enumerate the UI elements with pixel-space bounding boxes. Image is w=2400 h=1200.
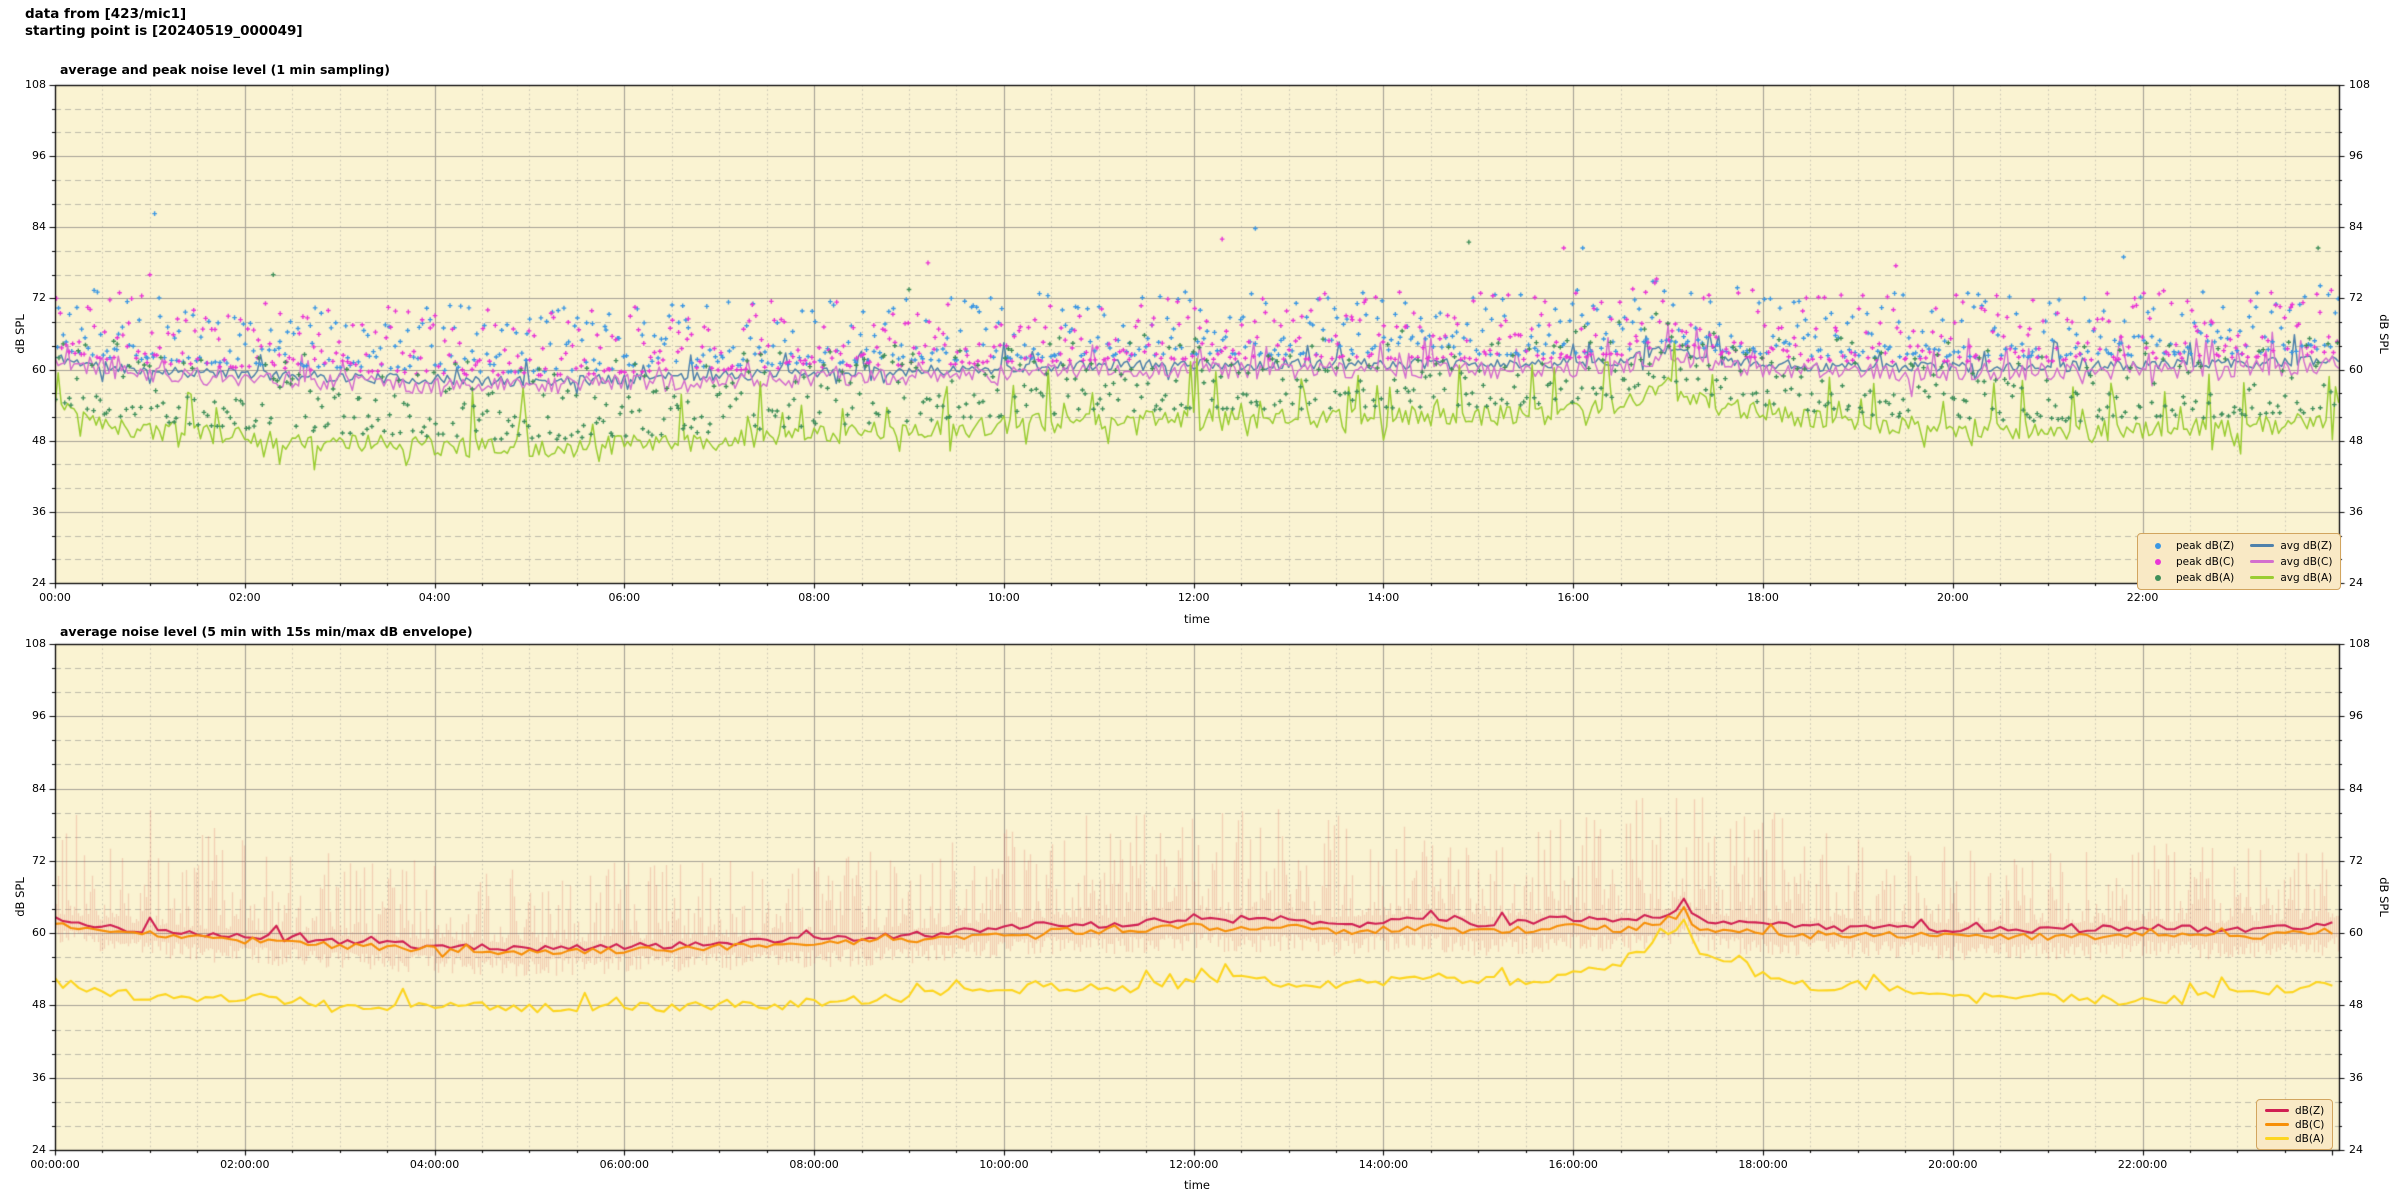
legend-line-swatch	[2265, 1136, 2289, 1141]
header-line1: data from [423/mic1]	[25, 6, 187, 22]
top-ytick-left: 36	[32, 504, 46, 518]
legend-entry: peak dB(Z)	[2146, 538, 2234, 553]
legend-entry-label: peak dB(Z)	[2176, 539, 2235, 552]
bottom-ytick-left: 48	[32, 998, 46, 1012]
top-xtick: 16:00	[1557, 591, 1590, 604]
legend-line-swatch	[2265, 1122, 2289, 1127]
bottom-xtick: 08:00:00	[789, 1158, 839, 1171]
bottom-yaxis-label-left: dB SPL	[13, 877, 27, 917]
top-ytick-right: 36	[2349, 504, 2363, 518]
top-xtick: 22:00	[2126, 591, 2159, 604]
legend-entry-label: dB(A)	[2295, 1132, 2325, 1145]
top-ytick-left: 108	[25, 78, 46, 91]
legend-marker-swatch	[2155, 558, 2161, 565]
top-yaxis-label-left: dB SPL	[13, 314, 27, 354]
top-ytick-right: 84	[2349, 220, 2363, 234]
top-ytick-left: 96	[32, 149, 46, 163]
bottom-ytick-left: 36	[32, 1070, 46, 1084]
bottom-ytick-left: 96	[32, 709, 46, 723]
top-ytick-left: 84	[32, 220, 46, 234]
top-ytick-left: 24	[32, 576, 46, 589]
legend-entry-label: peak dB(A)	[2176, 571, 2235, 584]
top-ytick-left: 60	[32, 362, 46, 376]
legend-entry-label: avg dB(Z)	[2280, 539, 2333, 552]
top-ytick-right: 48	[2349, 433, 2363, 447]
bottom-xtick: 12:00:00	[1168, 1158, 1219, 1171]
bottom-ytick-right: 36	[2349, 1070, 2363, 1084]
legend-entry: dB(C)	[2265, 1117, 2324, 1132]
legend-entry: avg dB(C)	[2250, 554, 2332, 569]
bottom-xtick: 06:00:00	[599, 1158, 650, 1171]
bottom-ytick-left: 72	[32, 853, 46, 867]
header-line2: starting point is [20240519_000049]	[25, 23, 303, 39]
bottom-xtick: 18:00:00	[1738, 1158, 1788, 1171]
bottom-ytick-right: 84	[2349, 781, 2363, 795]
top-xtick: 08:00	[798, 591, 830, 604]
top-xtick: 10:00	[988, 591, 1020, 604]
top-xtick: 18:00	[1747, 591, 1779, 604]
bottom-ytick-left: 84	[32, 781, 46, 795]
bottom-ytick-right: 60	[2349, 926, 2363, 940]
bottom-xtick: 22:00:00	[2117, 1158, 2168, 1171]
top-xtick: 00:00	[39, 591, 71, 604]
legend-line-swatch	[2265, 1108, 2289, 1113]
bottom-chart-title: average noise level (5 min with 15s min/…	[60, 624, 473, 639]
top-ytick-right: 72	[2349, 291, 2363, 305]
top-ytick-right: 24	[2349, 576, 2363, 589]
bottom-ytick-left: 108	[25, 637, 46, 650]
bottom-ytick-right: 96	[2349, 709, 2363, 723]
top-xtick: 06:00	[608, 591, 641, 604]
legend-entry: avg dB(A)	[2250, 570, 2332, 585]
bottom-xaxis-label: time	[1184, 1178, 1210, 1192]
bottom-ytick-right: 72	[2349, 853, 2363, 867]
top-xtick: 20:00	[1936, 591, 1969, 604]
bottom-ytick-left: 60	[32, 926, 46, 940]
legend-entry: dB(Z)	[2265, 1103, 2324, 1118]
bottom-ytick-right: 108	[2349, 637, 2370, 650]
top-legend: peak dB(Z) peak dB(C) peak dB(A) avg dB(Z) a…	[2137, 533, 2342, 590]
bottom-ytick-right: 48	[2349, 998, 2363, 1012]
top-chart-title: average and peak noise level (1 min samp…	[60, 62, 390, 77]
top-xtick: 02:00	[228, 591, 261, 604]
legend-entry: avg dB(Z)	[2250, 538, 2332, 553]
top-xtick: 14:00	[1367, 591, 1400, 604]
top-ytick-right: 108	[2349, 78, 2370, 91]
top-yaxis-label-right: dB SPL	[2377, 314, 2391, 354]
legend-entry-label: avg dB(A)	[2280, 571, 2333, 584]
bottom-xtick: 00:00:00	[30, 1158, 80, 1171]
legend-entry-label: peak dB(C)	[2176, 555, 2235, 568]
bottom-ytick-right: 24	[2349, 1143, 2363, 1156]
legend-entry-label: avg dB(C)	[2280, 555, 2333, 568]
bottom-xtick: 02:00:00	[220, 1158, 270, 1171]
legend-entry: dB(A)	[2265, 1131, 2324, 1146]
legend-line-swatch	[2250, 543, 2275, 548]
legend-entry: peak dB(C)	[2146, 554, 2234, 569]
top-xtick: 12:00	[1177, 591, 1210, 604]
legend-line-swatch	[2250, 575, 2275, 580]
top-ytick-left: 72	[32, 291, 46, 305]
top-ytick-right: 96	[2349, 149, 2363, 163]
top-ytick-right: 60	[2349, 362, 2363, 376]
legend-entry-label: dB(Z)	[2295, 1104, 2325, 1117]
bottom-xtick: 14:00:00	[1358, 1158, 1409, 1171]
top-xaxis-label: time	[1184, 612, 1210, 626]
bottom-xtick: 16:00:00	[1548, 1158, 1598, 1171]
legend-entry-label: dB(C)	[2295, 1118, 2325, 1131]
legend-line-swatch	[2250, 559, 2275, 564]
legend-entry: peak dB(A)	[2146, 570, 2234, 585]
bottom-xtick: 04:00:00	[409, 1158, 460, 1171]
bottom-legend: dB(Z) dB(C) dB(A)	[2256, 1099, 2334, 1150]
bottom-ytick-left: 24	[32, 1143, 46, 1156]
top-ytick-left: 48	[32, 433, 46, 447]
top-xtick: 04:00	[418, 591, 451, 604]
bottom-yaxis-label-right: dB SPL	[2377, 877, 2391, 917]
bottom-xtick: 10:00:00	[979, 1158, 1029, 1171]
bottom-xtick: 20:00:00	[1928, 1158, 1978, 1171]
legend-marker-swatch	[2155, 574, 2161, 581]
legend-marker-swatch	[2155, 542, 2161, 549]
